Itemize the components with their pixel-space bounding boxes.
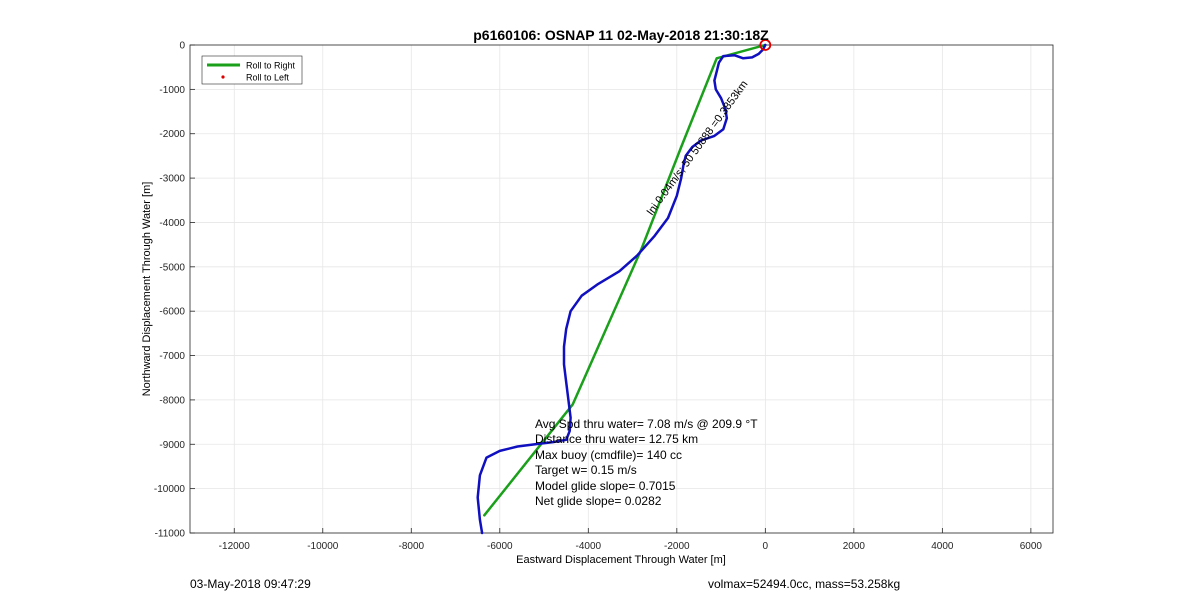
- y-tick-label: -3000: [159, 174, 185, 185]
- footer-volmass: volmax=52494.0cc, mass=53.258kg: [708, 577, 901, 591]
- x-tick-label: 0: [763, 541, 769, 552]
- stat-model-glide: Model glide slope= 0.7015: [535, 479, 676, 493]
- x-tick-label: -6000: [487, 541, 513, 552]
- series-layer: [476, 39, 772, 535]
- x-tick-label: -12000: [219, 541, 251, 552]
- stat-max-buoy: Max buoy (cmdfile)= 140 cc: [535, 448, 682, 462]
- x-tick-label: -10000: [307, 541, 339, 552]
- footer-timestamp: 03-May-2018 09:47:29: [190, 577, 311, 591]
- x-tick-label: 6000: [1020, 541, 1043, 552]
- y-tick-label: -10000: [154, 484, 186, 495]
- y-axis-label: Northward Displacement Through Water [m]: [141, 182, 153, 397]
- stat-target-w: Target w= 0.15 m/s: [535, 463, 637, 477]
- y-tick-label: 0: [179, 41, 185, 52]
- y-tick-label: -6000: [159, 307, 185, 318]
- stats-block: Avg Spd thru water= 7.08 m/s @ 209.9 °T …: [535, 417, 758, 508]
- y-tick-label: -1000: [159, 85, 185, 96]
- legend: Roll to Right Roll to Left: [201, 55, 303, 85]
- legend-roll-left-swatch: [221, 75, 225, 79]
- legend-box: [201, 55, 303, 85]
- y-tick-label: -2000: [159, 129, 185, 140]
- stat-avg-speed: Avg Spd thru water= 7.08 m/s @ 209.9 °T: [535, 417, 758, 431]
- x-axis-label: Eastward Displacement Through Water [m]: [516, 554, 726, 566]
- y-tick-label: -4000: [159, 218, 185, 229]
- x-tick-label: -2000: [664, 541, 690, 552]
- glider-track-line: [476, 43, 767, 535]
- x-tick-label: 4000: [931, 541, 954, 552]
- stat-net-glide: Net glide slope= 0.0282: [535, 494, 662, 508]
- tick-layer: -12000 -10000 -8000 -6000 -4000 -2000 0 2000 400…: [154, 41, 1043, 553]
- y-tick-label: -9000: [159, 440, 185, 451]
- y-tick-label: -8000: [159, 395, 185, 406]
- stat-distance: Distance thru water= 12.75 km: [535, 432, 698, 446]
- x-tick-label: -4000: [576, 541, 602, 552]
- x-tick-label: -8000: [398, 541, 424, 552]
- start-marker: [759, 39, 772, 51]
- chart-title: p6160106: OSNAP 11 02-May-2018 21:30:18Z: [473, 27, 769, 43]
- plot-frame: [189, 44, 1054, 534]
- legend-roll-right-label: Roll to Right: [246, 61, 296, 71]
- y-tick-label: -7000: [159, 351, 185, 362]
- x-tick-label: 2000: [843, 541, 866, 552]
- y-tick-label: -5000: [159, 262, 185, 273]
- legend-roll-left-label: Roll to Left: [246, 73, 290, 83]
- y-tick-label: -11000: [155, 529, 186, 540]
